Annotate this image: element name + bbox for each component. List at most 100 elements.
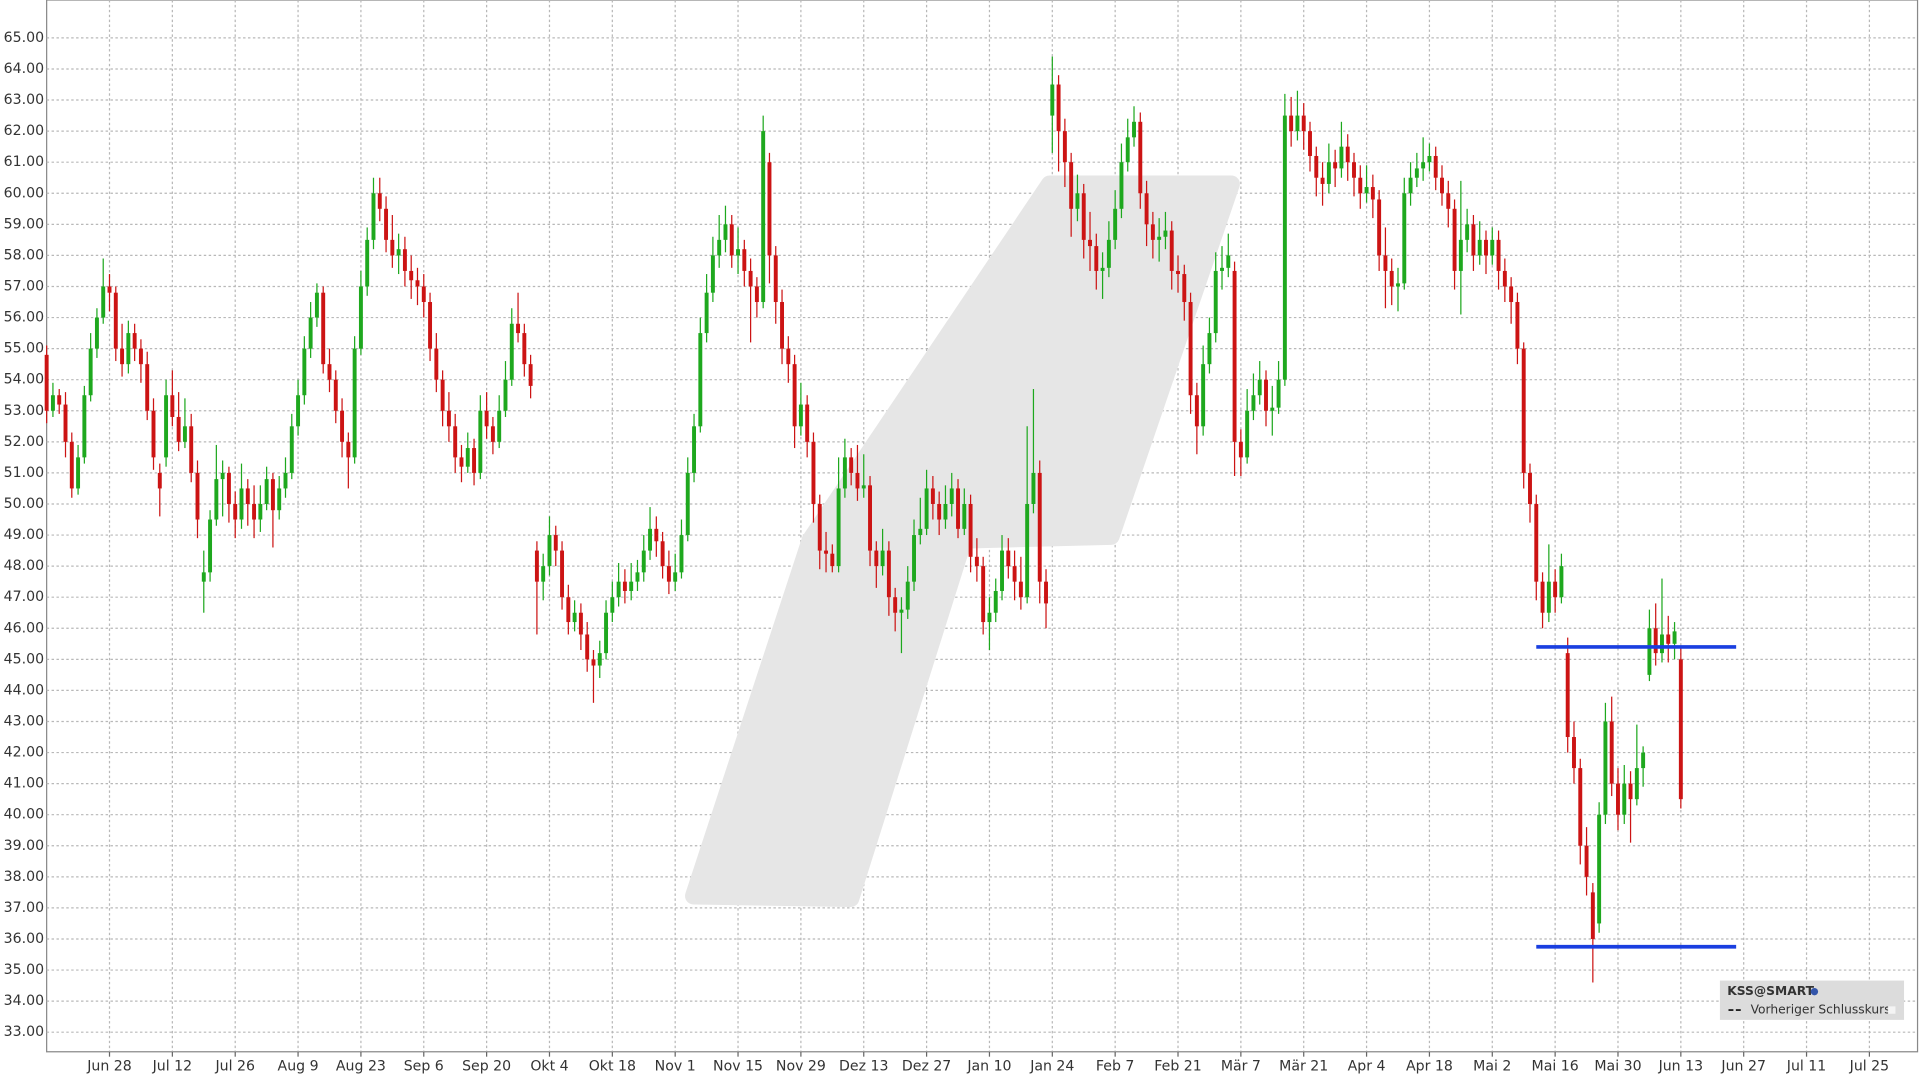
candle-body — [1295, 115, 1300, 132]
y-tick-label: 58.00 — [4, 247, 44, 263]
candle-body — [1106, 239, 1111, 268]
legend-title: KSS@SMART — [1727, 984, 1814, 998]
candle-body — [1653, 628, 1658, 654]
y-tick-label: 49.00 — [4, 527, 44, 543]
candle-body — [283, 472, 288, 489]
candle-body — [566, 597, 571, 623]
candle-body — [1672, 631, 1677, 644]
y-tick-label: 40.00 — [4, 807, 44, 823]
candle-body — [754, 286, 759, 303]
candle-body — [1075, 193, 1080, 209]
candle-body — [88, 348, 93, 396]
x-tick-label: Mär 7 — [1221, 1059, 1261, 1075]
candle-body — [1572, 737, 1576, 769]
candle-body — [780, 302, 784, 349]
candle-body — [107, 286, 112, 293]
candle-body — [497, 410, 502, 442]
x-tick-label: Sep 20 — [462, 1059, 511, 1075]
candle-body — [1163, 230, 1168, 237]
x-tick-label: Jul 25 — [1849, 1059, 1889, 1075]
candle-body — [1251, 395, 1256, 411]
candle-body — [541, 566, 546, 582]
candle-body — [912, 535, 916, 582]
candle-body — [1634, 768, 1639, 800]
candle-body — [314, 292, 319, 318]
candle-body — [1062, 131, 1067, 163]
candle-body — [1603, 721, 1608, 815]
candle-body — [585, 634, 590, 660]
candle-body — [1521, 348, 1526, 473]
candle-body — [208, 519, 213, 573]
candle-body — [1647, 628, 1652, 675]
candle-body — [1282, 115, 1287, 380]
watermark — [685, 175, 1240, 907]
candle-body — [1037, 472, 1042, 582]
candle-body — [472, 448, 477, 473]
candle-body — [1641, 752, 1646, 769]
candle-body — [1100, 267, 1105, 271]
y-tick-label: 33.00 — [4, 1024, 44, 1040]
candle-body — [855, 472, 860, 489]
candle-body — [421, 286, 426, 303]
x-tick-label: Aug 9 — [278, 1059, 319, 1075]
candle-body — [1352, 162, 1356, 178]
candle-body — [974, 556, 979, 567]
candle-body — [1458, 239, 1463, 271]
x-tick-label: Okt 4 — [530, 1059, 568, 1075]
candle-body — [289, 426, 294, 473]
candle-body — [258, 503, 263, 520]
candle-body — [1553, 581, 1558, 598]
candle-body — [616, 581, 621, 598]
x-tick-label: Jul 11 — [1786, 1059, 1826, 1075]
candle-body — [484, 410, 489, 427]
candle-body — [1584, 845, 1589, 877]
candle-body — [560, 550, 565, 598]
y-tick-label: 47.00 — [4, 589, 44, 605]
candle-body — [377, 193, 382, 209]
candle-body — [849, 457, 854, 473]
candle-body — [296, 395, 301, 427]
candle-body — [930, 488, 935, 504]
legend-box — [1719, 980, 1905, 1020]
candle-body — [201, 572, 206, 582]
candle-body — [685, 472, 690, 536]
candle-body — [1414, 168, 1419, 178]
candle-body — [1540, 581, 1545, 613]
y-tick-label: 44.00 — [4, 682, 44, 698]
candle-body — [63, 404, 68, 442]
candle-body — [44, 354, 49, 411]
candle-body — [937, 503, 942, 520]
candle-body — [1515, 302, 1520, 349]
y-tick-label: 62.00 — [4, 123, 44, 139]
candle-body — [113, 292, 118, 349]
candle-body — [1000, 550, 1004, 591]
candle-body — [880, 550, 885, 567]
candle-body — [352, 348, 357, 458]
candle-body — [239, 488, 244, 520]
candle-body — [1339, 146, 1344, 169]
candle-body — [503, 379, 508, 411]
y-tick-label: 63.00 — [4, 92, 44, 108]
candle-body — [805, 404, 810, 442]
candle-body — [1113, 208, 1118, 240]
y-tick-label: 54.00 — [4, 372, 44, 388]
candle-body — [1377, 199, 1382, 256]
candle-body — [673, 572, 678, 582]
candle-body — [622, 581, 627, 591]
candle-body — [1050, 84, 1055, 116]
candle-body — [610, 597, 615, 613]
y-tick-label: 51.00 — [4, 465, 44, 481]
candle-body — [1326, 162, 1331, 184]
candle-body — [516, 323, 521, 334]
candle-body — [1125, 137, 1130, 163]
candle-body — [1622, 783, 1627, 815]
y-tick-label: 37.00 — [4, 900, 44, 916]
candle-body — [1358, 177, 1363, 194]
candle-body — [1628, 783, 1633, 800]
candle-body — [82, 395, 87, 458]
candle-body — [50, 395, 55, 411]
x-tick-label: Apr 4 — [1348, 1059, 1386, 1075]
candle-body — [428, 302, 433, 349]
candle-body — [1546, 581, 1551, 613]
